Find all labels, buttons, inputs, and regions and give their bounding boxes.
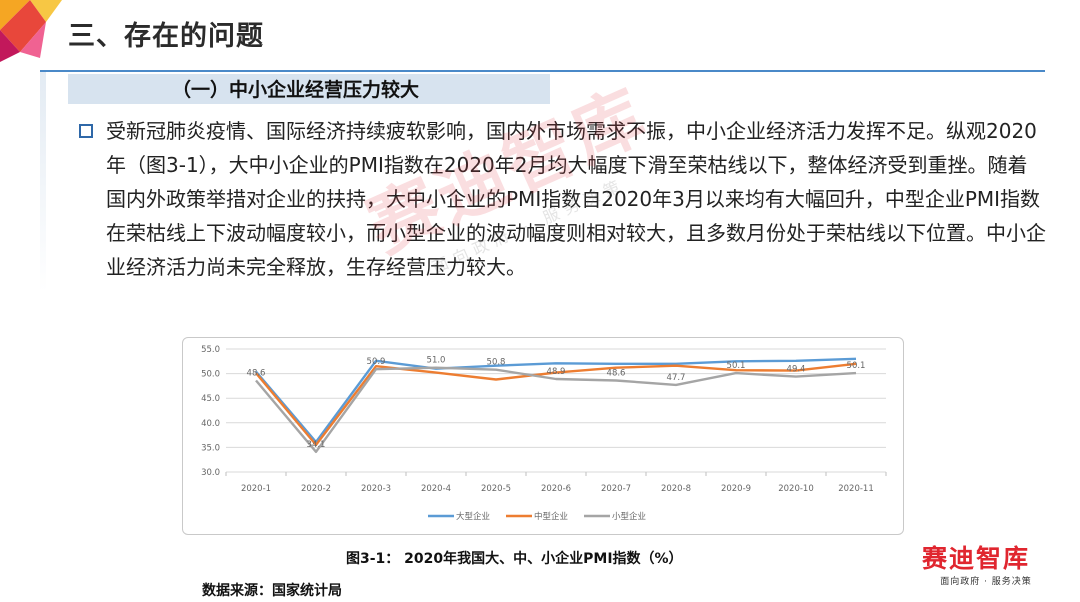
legend-label: 中型企业 [534,511,568,522]
x-tick-label: 2020-1 [241,484,271,494]
data-label: 34.1 [307,440,326,450]
series-line-medium [255,362,857,447]
pmi-line-chart: 30.0 35.0 40.0 45.0 50.0 55.0 2020-1 2020-2 2020… [201,345,887,522]
page-title: 三、存在的问题 [68,21,264,52]
logo-name: 赛迪智库 [922,544,1031,573]
section-title: （一）中小企业经营压力较大 [172,79,420,101]
corner-decoration [0,0,62,62]
y-tick-label: 50.0 [201,370,220,380]
x-tick-label: 2020-10 [778,484,814,494]
body-paragraph: 受新冠肺炎疫情、国际经济持续疲软影响，国内外市场需求不振，中小企业经济活力发挥不… [106,119,1046,279]
legend-label: 大型企业 [456,511,490,522]
data-label: 50.1 [727,361,746,371]
x-tick-label: 2020-3 [361,484,391,494]
y-tick-label: 40.0 [201,419,220,429]
data-label: 51.0 [427,356,446,366]
y-tick-label: 35.0 [201,443,220,453]
y-tick-label: 55.0 [201,345,220,355]
data-source: 数据来源：国家统计局 [202,583,342,599]
x-tick-label: 2020-11 [838,484,874,494]
data-label: 50.8 [487,358,506,368]
logo-tagline: 面向政府 · 服务决策 [940,577,1032,587]
x-tick-label: 2020-9 [721,484,751,494]
data-label: 50.1 [847,361,866,371]
data-label: 47.7 [667,373,686,383]
series-line-large [255,357,857,444]
x-tick-label: 2020-4 [421,484,451,494]
x-tick-label: 2020-5 [481,484,511,494]
x-tick-label: 2020-7 [601,484,631,494]
legend-label: 小型企业 [612,511,646,522]
y-tick-label: 45.0 [201,394,220,404]
data-label: 48.6 [247,368,266,378]
x-tick-label: 2020-6 [541,484,571,494]
data-label: 48.6 [607,368,626,378]
title-divider [40,70,1045,72]
figure-caption: 图3-1： 2020年我国大、中、小企业PMI指数（%） [346,551,683,567]
x-tick-label: 2020-8 [661,484,691,494]
y-tick-label: 30.0 [201,468,220,478]
x-tick-label: 2020-2 [301,484,331,494]
data-label: 50.9 [367,357,386,367]
chart-frame: 30.0 35.0 40.0 45.0 50.0 55.0 2020-1 2020-2 2020… [182,337,904,535]
section-title-box [68,74,550,104]
data-label: 49.4 [787,365,806,375]
left-accent-bar [40,72,46,292]
brand-logo: 赛迪智库 面向政府 · 服务决策 [922,544,1050,587]
series-line-small [255,366,857,454]
square-bullet-icon [79,124,93,138]
data-label: 48.9 [547,367,566,377]
